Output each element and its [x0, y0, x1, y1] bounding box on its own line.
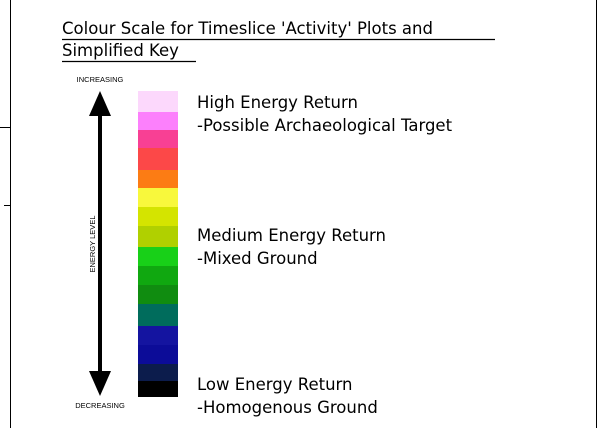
scale-swatch: [138, 345, 178, 364]
level-heading: Low Energy Return: [197, 375, 353, 394]
scale-swatch: [138, 226, 178, 247]
level-heading: Medium Energy Return: [197, 226, 386, 245]
scale-swatch: [138, 285, 178, 304]
scale-swatch: [138, 170, 178, 188]
level-description: -Homogenous Ground: [197, 398, 378, 417]
scale-swatch: [138, 112, 178, 130]
scale-swatch: [138, 188, 178, 207]
scale-swatch: [138, 304, 178, 326]
title-line: Colour Scale for Timeslice 'Activity' Pl…: [62, 19, 433, 38]
colour-scale: [138, 91, 178, 397]
scale-swatch: [138, 130, 178, 148]
title-line: Simplified Key: [62, 41, 179, 60]
axis-label: ENERGY LEVEL: [88, 216, 97, 273]
level-description: -Possible Archaeological Target: [197, 116, 453, 135]
arrow-head: [89, 91, 111, 116]
level-description: -Mixed Ground: [197, 249, 318, 268]
scale-swatch: [138, 364, 178, 381]
scale-swatch: [138, 266, 178, 285]
scale-swatch: [138, 148, 178, 170]
axis-top-label: INCREASING: [77, 75, 124, 84]
arrow-head: [89, 371, 111, 396]
scale-swatch: [138, 91, 178, 112]
scale-swatch: [138, 326, 178, 345]
scale-swatch: [138, 247, 178, 266]
scale-swatch: [138, 207, 178, 226]
level-heading: High Energy Return: [197, 93, 358, 112]
axis-bottom-label: DECREASING: [75, 401, 125, 410]
scale-swatch: [138, 381, 178, 397]
